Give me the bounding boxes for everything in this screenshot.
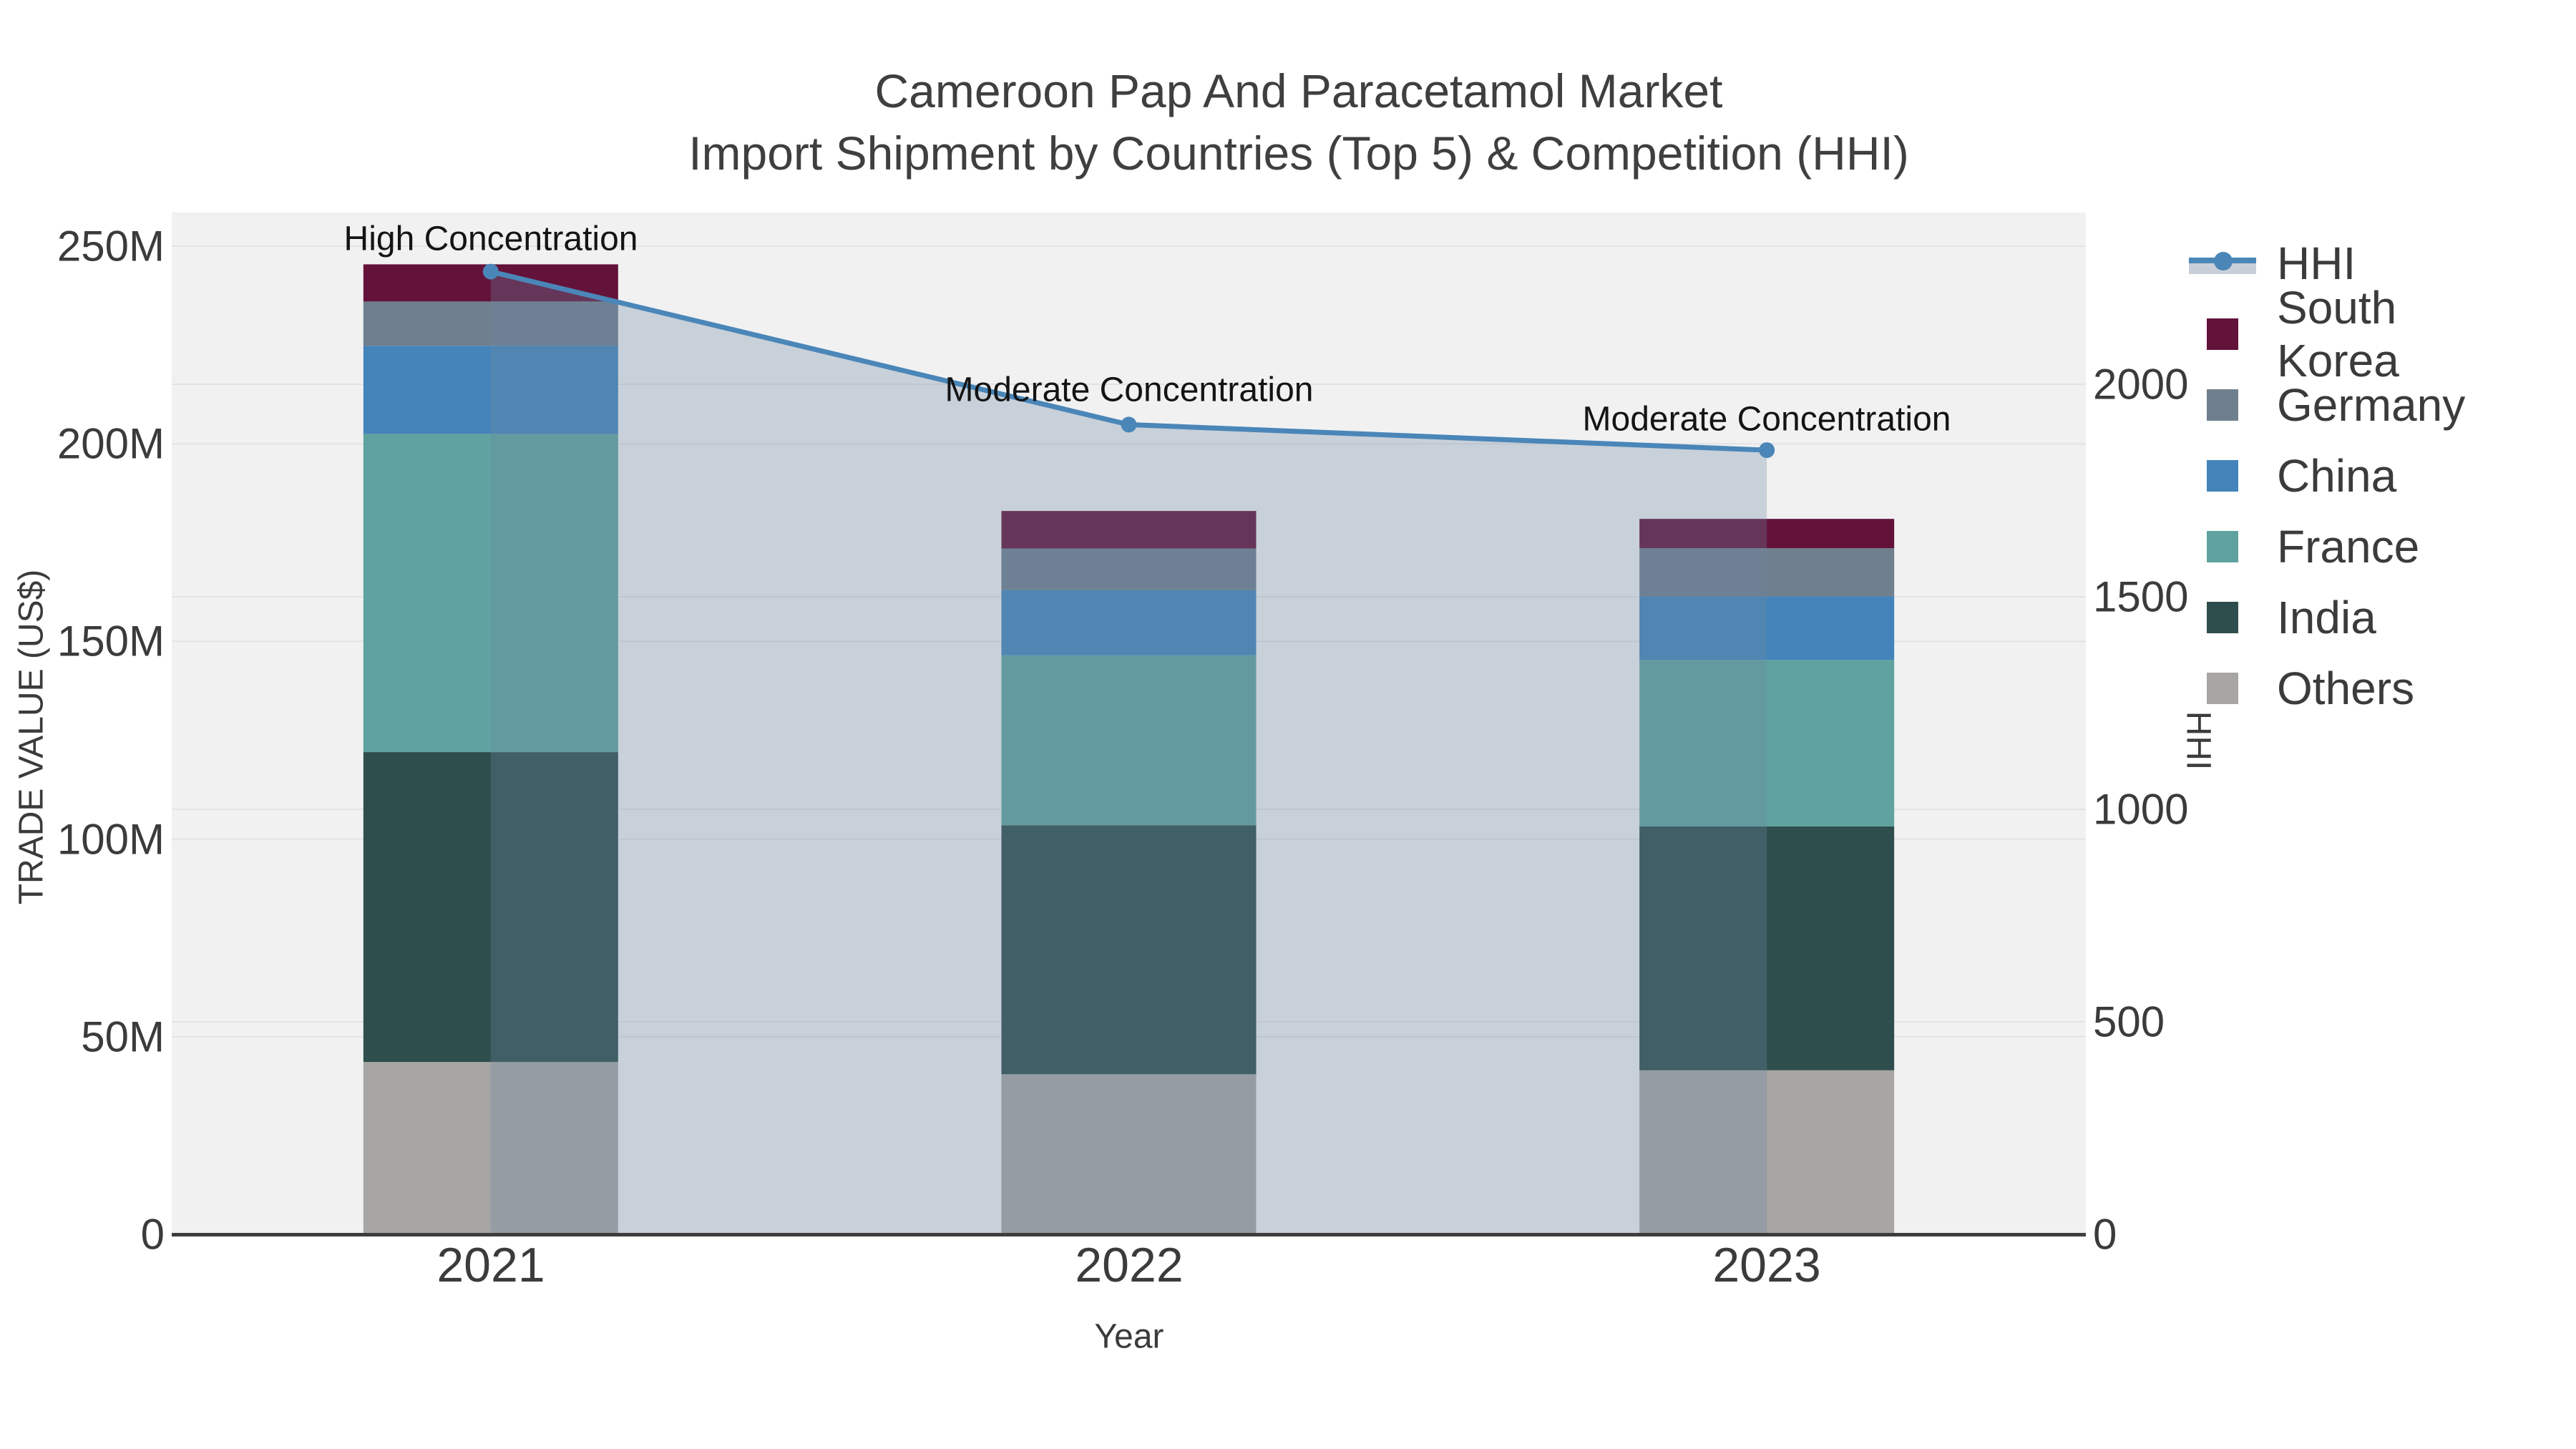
bar-2021-others	[363, 1062, 618, 1234]
legend-item-france[interactable]: France	[2181, 517, 2419, 577]
y-left-tick-50M: 50M	[81, 1013, 165, 1061]
x-tick-2022: 2022	[1075, 1238, 1184, 1292]
germany-swatch-icon	[2207, 389, 2238, 421]
annotation-2021: High Concentration	[343, 220, 638, 258]
bar-2022-germany	[1001, 548, 1257, 590]
x-tick-2023: 2023	[1712, 1238, 1821, 1292]
bar-2023-india	[1639, 826, 1895, 1070]
y-axis-title-left: TRADE VALUE (US$)	[12, 569, 51, 905]
x-axis-title: Year	[1094, 1317, 1164, 1356]
legend-item-south-korea[interactable]: South Korea	[2181, 282, 2399, 386]
y-left-tick-200M: 200M	[57, 419, 165, 468]
others-swatch-icon	[2207, 673, 2238, 704]
bar-2023-south-korea	[1639, 519, 1895, 549]
legend-item-others[interactable]: Others	[2181, 658, 2414, 718]
bar-2021-china	[363, 346, 618, 434]
y-right-tick-1500: 1500	[2093, 572, 2189, 621]
bar-2023-germany	[1639, 548, 1895, 597]
chart-title-line2: Import Shipment by Countries (Top 5) & C…	[688, 127, 1909, 180]
hhi-line-icon	[2181, 252, 2264, 274]
y-left-tick-100M: 100M	[57, 815, 165, 864]
hhi-point-2022	[1121, 416, 1137, 433]
chart-title-line1: Cameroon Pap And Paracetamol Market	[874, 64, 1723, 117]
hhi-area	[490, 271, 1767, 1235]
bar-2023-china	[1639, 596, 1895, 660]
legend-item-germany[interactable]: Germany	[2181, 375, 2465, 435]
legend-label: France	[2277, 521, 2420, 572]
legend-label: South Korea	[2277, 282, 2399, 386]
china-swatch-icon	[2207, 460, 2238, 492]
bar-2023-france	[1639, 660, 1895, 826]
bar-2022-others	[1001, 1074, 1257, 1234]
bar-2021-france	[363, 434, 618, 753]
y-left-tick-250M: 250M	[57, 222, 165, 270]
y-right-tick-2000: 2000	[2093, 360, 2189, 409]
hhi-point-2021	[482, 263, 499, 280]
x-tick-2021: 2021	[436, 1238, 545, 1292]
legend-label: Others	[2277, 663, 2415, 714]
legend-label: Germany	[2277, 379, 2466, 431]
legend-item-hhi[interactable]: HHI	[2181, 233, 2356, 293]
bar-2022-south-korea	[1001, 511, 1257, 549]
legend-item-india[interactable]: India	[2181, 587, 2376, 648]
y-right-tick-500: 500	[2093, 997, 2165, 1046]
x-axis-line	[172, 1233, 2086, 1236]
france-swatch-icon	[2207, 531, 2238, 562]
bar-2021-india	[363, 752, 618, 1063]
bar-2021-germany	[363, 301, 618, 346]
bar-2023-others	[1639, 1070, 1895, 1234]
legend-label: India	[2277, 592, 2376, 643]
annotation-2023: Moderate Concentration	[1582, 400, 1951, 439]
bar-2022-france	[1001, 655, 1257, 826]
y-axis-title-right: HHI	[2179, 711, 2218, 771]
y-left-tick-150M: 150M	[57, 617, 165, 665]
y-left-tick-0: 0	[140, 1210, 165, 1259]
legend-label: China	[2277, 450, 2397, 502]
legend-item-china[interactable]: China	[2181, 446, 2396, 506]
annotation-2022: Moderate Concentration	[945, 371, 1314, 409]
legend-label: HHI	[2277, 238, 2356, 289]
hhi-point-2023	[1759, 442, 1775, 459]
y-right-tick-0: 0	[2093, 1210, 2117, 1259]
y-right-tick-1000: 1000	[2093, 785, 2189, 834]
south-korea-swatch-icon	[2207, 318, 2238, 350]
bar-2022-china	[1001, 590, 1257, 655]
bar-2022-india	[1001, 825, 1257, 1075]
india-swatch-icon	[2207, 602, 2238, 633]
